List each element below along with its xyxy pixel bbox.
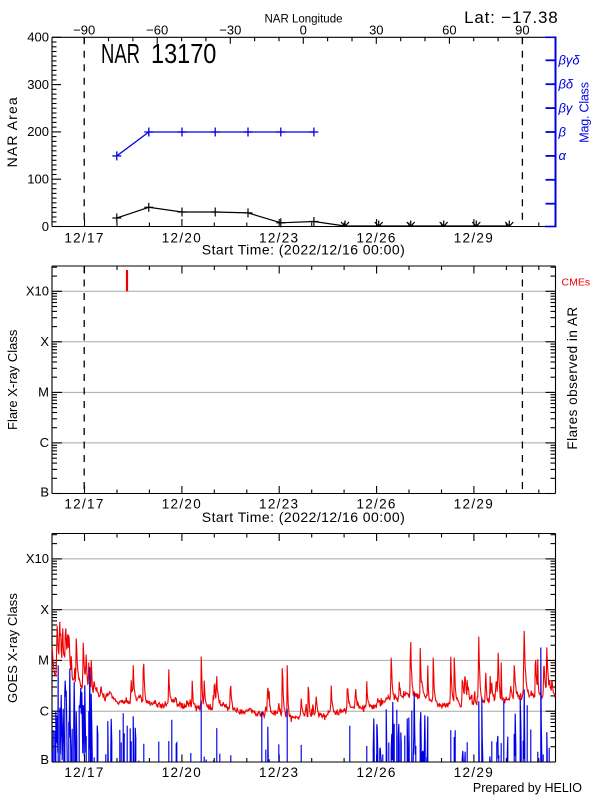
svg-text:30: 30 xyxy=(369,23,383,38)
svg-text:Start Time: (2022/12/16 00:00): Start Time: (2022/12/16 00:00) xyxy=(202,509,405,525)
svg-text:B: B xyxy=(40,752,49,767)
svg-text:90: 90 xyxy=(515,23,529,38)
svg-text:0: 0 xyxy=(300,23,307,38)
svg-text:Flare X-ray Class: Flare X-ray Class xyxy=(5,329,20,430)
svg-text:X10: X10 xyxy=(26,551,49,566)
svg-text:Start Time: (2022/12/16 00:00): Start Time: (2022/12/16 00:00) xyxy=(202,242,405,258)
svg-text:0: 0 xyxy=(42,219,49,234)
svg-text:βγ: βγ xyxy=(558,100,574,115)
svg-text:12/29: 12/29 xyxy=(454,765,494,780)
svg-text:βδ: βδ xyxy=(558,77,574,92)
svg-text:−60: −60 xyxy=(146,23,168,38)
svg-text:12/29: 12/29 xyxy=(454,230,494,245)
svg-text:B: B xyxy=(40,484,49,499)
svg-text:100: 100 xyxy=(27,172,49,187)
svg-text:−30: −30 xyxy=(219,23,241,38)
svg-text:12/29: 12/29 xyxy=(454,497,494,512)
svg-text:−90: −90 xyxy=(73,23,95,38)
svg-text:12/17: 12/17 xyxy=(64,230,104,245)
svg-text:12/20: 12/20 xyxy=(162,497,202,512)
svg-text:βγδ: βγδ xyxy=(558,53,581,68)
svg-text:12/20: 12/20 xyxy=(162,230,202,245)
svg-text:12/17: 12/17 xyxy=(64,765,104,780)
svg-text:NAR Area: NAR Area xyxy=(4,96,20,167)
svg-text:M: M xyxy=(38,385,49,400)
svg-text:12/20: 12/20 xyxy=(162,765,202,780)
svg-text:X: X xyxy=(40,602,49,617)
svg-text:12/26: 12/26 xyxy=(356,230,396,245)
svg-text:α: α xyxy=(559,148,567,163)
svg-text:β: β xyxy=(558,124,567,139)
svg-text:GOES X-ray Class: GOES X-ray Class xyxy=(5,593,20,703)
svg-text:Flares observed in AR: Flares observed in AR xyxy=(565,306,580,449)
svg-text:300: 300 xyxy=(27,77,49,92)
svg-text:M: M xyxy=(38,653,49,668)
svg-text:NAR Longitude: NAR Longitude xyxy=(265,13,343,25)
svg-text:200: 200 xyxy=(27,124,49,139)
svg-text:12/23: 12/23 xyxy=(259,497,299,512)
svg-text:X10: X10 xyxy=(26,284,49,299)
svg-text:12/17: 12/17 xyxy=(64,497,104,512)
svg-text:Mag. Class: Mag. Class xyxy=(578,82,592,143)
svg-text:C: C xyxy=(40,435,49,450)
svg-text:12/23: 12/23 xyxy=(259,765,299,780)
svg-text:Prepared by HELIO: Prepared by HELIO xyxy=(473,781,582,795)
svg-text:NAR: NAR xyxy=(101,39,140,70)
svg-text:Lat: −17.38: Lat: −17.38 xyxy=(464,8,558,27)
svg-text:CMEs: CMEs xyxy=(562,277,591,289)
svg-text:12/23: 12/23 xyxy=(259,230,299,245)
svg-text:13170: 13170 xyxy=(151,39,216,69)
svg-text:12/26: 12/26 xyxy=(356,765,396,780)
svg-text:C: C xyxy=(40,704,49,719)
svg-text:400: 400 xyxy=(27,30,49,45)
svg-text:12/26: 12/26 xyxy=(356,497,396,512)
svg-text:60: 60 xyxy=(442,23,456,38)
svg-text:X: X xyxy=(40,334,49,349)
